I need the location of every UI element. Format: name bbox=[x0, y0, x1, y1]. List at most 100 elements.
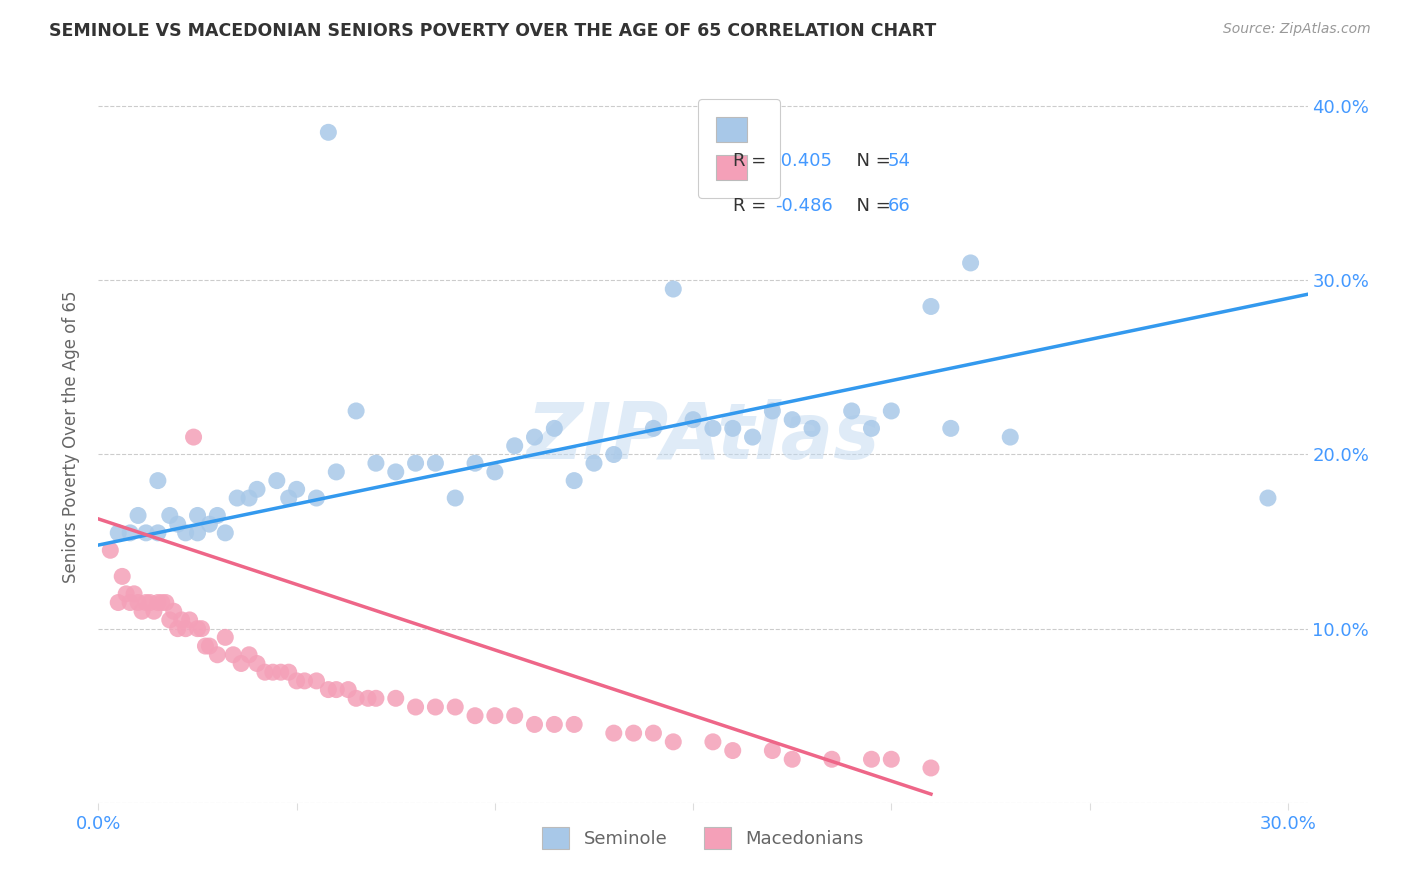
Point bbox=[214, 631, 236, 645]
Point bbox=[405, 700, 427, 714]
Point bbox=[159, 613, 181, 627]
Point bbox=[174, 622, 197, 636]
Point bbox=[285, 483, 308, 497]
Point bbox=[425, 456, 447, 470]
Text: R =: R = bbox=[733, 197, 772, 215]
Point bbox=[186, 622, 208, 636]
Point bbox=[238, 491, 260, 505]
Point bbox=[207, 648, 229, 662]
Text: 66: 66 bbox=[887, 197, 910, 215]
Point bbox=[120, 595, 142, 609]
Point bbox=[270, 665, 292, 680]
Text: SEMINOLE VS MACEDONIAN SENIORS POVERTY OVER THE AGE OF 65 CORRELATION CHART: SEMINOLE VS MACEDONIAN SENIORS POVERTY O… bbox=[49, 22, 936, 40]
Point bbox=[721, 421, 744, 435]
Point bbox=[262, 665, 284, 680]
Point bbox=[163, 604, 186, 618]
Point bbox=[562, 474, 585, 488]
Point bbox=[231, 657, 253, 671]
Point bbox=[682, 412, 704, 426]
Point bbox=[444, 700, 467, 714]
Point bbox=[384, 465, 406, 479]
Point bbox=[214, 525, 236, 540]
Text: R =: R = bbox=[733, 152, 772, 169]
Legend: Seminole, Macedonians: Seminole, Macedonians bbox=[536, 820, 870, 856]
Point bbox=[523, 717, 546, 731]
Point bbox=[741, 430, 763, 444]
Point bbox=[174, 525, 197, 540]
Point bbox=[155, 595, 177, 609]
Point bbox=[305, 673, 328, 688]
Point bbox=[780, 752, 803, 766]
Point bbox=[860, 752, 883, 766]
Point bbox=[357, 691, 380, 706]
Point bbox=[880, 404, 903, 418]
Point bbox=[1000, 430, 1022, 444]
Point bbox=[226, 491, 249, 505]
Point bbox=[170, 613, 193, 627]
Point bbox=[98, 543, 121, 558]
Point bbox=[1257, 491, 1279, 505]
Point bbox=[780, 412, 803, 426]
Point bbox=[139, 595, 162, 609]
Point bbox=[880, 752, 903, 766]
Point bbox=[662, 282, 685, 296]
Point bbox=[523, 430, 546, 444]
Point bbox=[464, 708, 486, 723]
Text: N =: N = bbox=[845, 197, 897, 215]
Point bbox=[107, 525, 129, 540]
Point bbox=[198, 639, 221, 653]
Point bbox=[484, 465, 506, 479]
Point bbox=[325, 465, 347, 479]
Point bbox=[603, 448, 626, 462]
Point bbox=[111, 569, 134, 583]
Point bbox=[959, 256, 981, 270]
Point bbox=[285, 673, 308, 688]
Point bbox=[344, 691, 367, 706]
Point bbox=[582, 456, 605, 470]
Point bbox=[246, 657, 269, 671]
Point bbox=[115, 587, 138, 601]
Point bbox=[207, 508, 229, 523]
Point bbox=[543, 421, 565, 435]
Point bbox=[107, 595, 129, 609]
Point bbox=[562, 717, 585, 731]
Point bbox=[253, 665, 276, 680]
Point bbox=[318, 682, 340, 697]
Point bbox=[939, 421, 962, 435]
Point bbox=[190, 622, 212, 636]
Point bbox=[146, 525, 169, 540]
Point bbox=[425, 700, 447, 714]
Text: 0.405: 0.405 bbox=[775, 152, 832, 169]
Point bbox=[146, 595, 169, 609]
Point bbox=[131, 604, 153, 618]
Point bbox=[761, 404, 783, 418]
Point bbox=[384, 691, 406, 706]
Point bbox=[702, 735, 724, 749]
Point bbox=[266, 474, 288, 488]
Point bbox=[662, 735, 685, 749]
Point bbox=[127, 508, 149, 523]
Point bbox=[325, 682, 347, 697]
Point bbox=[150, 595, 173, 609]
Point bbox=[344, 404, 367, 418]
Point bbox=[444, 491, 467, 505]
Point bbox=[186, 508, 208, 523]
Point bbox=[364, 691, 387, 706]
Point bbox=[294, 673, 316, 688]
Text: -0.486: -0.486 bbox=[775, 197, 832, 215]
Point bbox=[603, 726, 626, 740]
Point bbox=[721, 743, 744, 757]
Y-axis label: Seniors Poverty Over the Age of 65: Seniors Poverty Over the Age of 65 bbox=[62, 291, 80, 583]
Point bbox=[194, 639, 217, 653]
Point bbox=[127, 595, 149, 609]
Point bbox=[503, 708, 526, 723]
Point bbox=[277, 665, 299, 680]
Text: Source: ZipAtlas.com: Source: ZipAtlas.com bbox=[1223, 22, 1371, 37]
Point bbox=[246, 483, 269, 497]
Point bbox=[702, 421, 724, 435]
Point bbox=[277, 491, 299, 505]
Point bbox=[222, 648, 245, 662]
Point bbox=[860, 421, 883, 435]
Point bbox=[920, 300, 942, 314]
Point bbox=[364, 456, 387, 470]
